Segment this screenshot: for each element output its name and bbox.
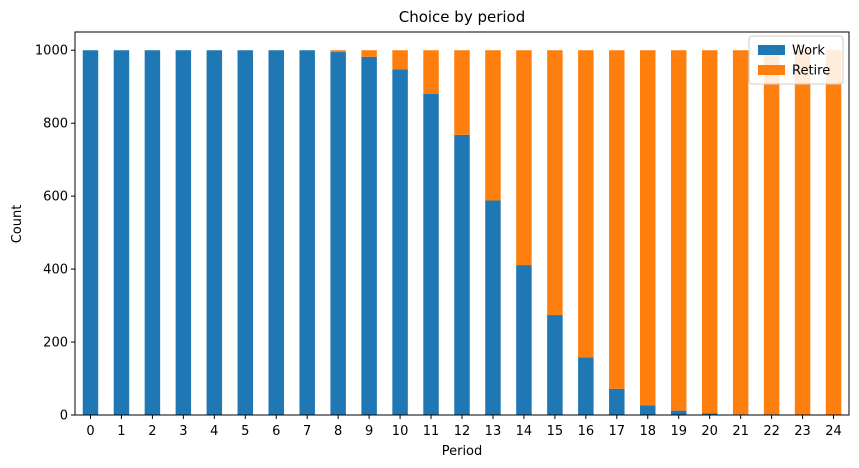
bar-work-17 [609,388,625,415]
x-tick-label: 10 [392,424,409,439]
bar-work-18 [640,405,656,415]
x-tick-label: 24 [825,424,842,439]
x-tick-label: 8 [334,424,342,439]
x-tick-label: 6 [272,424,280,439]
legend-swatch-retire [758,65,785,75]
bar-work-11 [423,94,439,415]
legend-label-retire: Retire [792,64,830,79]
bar-work-2 [144,50,161,416]
bar-retire-10 [392,50,408,70]
x-tick-label: 2 [148,424,156,439]
x-tick-label: 21 [732,424,749,439]
bar-retire-21 [732,50,749,415]
bar-retire-13 [485,50,501,201]
bar-retire-17 [609,50,625,389]
bar-retire-8 [330,50,346,53]
x-tick-label: 19 [670,424,687,439]
y-tick-label: 200 [43,336,68,351]
bar-retire-22 [763,50,780,415]
x-tick-label: 11 [423,424,440,439]
bar-work-10 [392,69,408,416]
bar-retire-20 [701,50,718,414]
x-tick-label: 9 [365,424,373,439]
bar-work-9 [361,56,377,416]
x-tick-label: 1 [117,424,125,439]
bar-work-5 [237,50,254,416]
x-tick-label: 23 [794,424,811,439]
bar-work-0 [82,50,99,416]
x-tick-label: 12 [454,424,471,439]
x-tick-label: 14 [516,424,533,439]
bar-work-14 [516,265,532,415]
y-tick-label: 1000 [35,44,68,59]
bar-retire-18 [640,50,656,406]
bar-work-15 [547,315,563,415]
bar-work-16 [578,357,594,415]
bar-work-19 [670,410,687,415]
bar-work-8 [330,52,346,416]
bar-retire-12 [454,50,470,135]
x-tick-label: 5 [241,424,249,439]
x-tick-label: 0 [86,424,94,439]
legend-label-work: Work [792,44,825,59]
y-tick-label: 800 [43,117,68,132]
x-axis-label: Period [442,444,483,459]
bar-work-4 [206,50,223,416]
x-tick-label: 17 [609,424,626,439]
bar-work-13 [485,200,501,415]
x-tick-label: 13 [485,424,502,439]
x-tick-label: 7 [303,424,311,439]
x-tick-label: 15 [547,424,564,439]
chart-title: Choice by period [399,8,526,26]
bar-work-3 [175,50,192,416]
bars-group [82,50,842,416]
bar-retire-11 [423,50,439,95]
x-tick-label: 20 [701,424,718,439]
x-tick-label: 22 [763,424,780,439]
x-tick-label: 16 [578,424,595,439]
y-axis-label: Count [10,205,25,244]
bar-work-1 [113,50,130,416]
bar-work-20 [701,413,718,415]
bar-work-6 [268,50,284,416]
y-tick-label: 0 [60,409,68,424]
x-tick-label: 3 [179,424,187,439]
bar-retire-14 [516,50,532,266]
legend-swatch-work [758,45,785,55]
x-tick-label: 18 [639,424,656,439]
legend: Work Retire [748,35,844,85]
x-tick-label: 4 [210,424,218,439]
bar-retire-9 [361,50,377,57]
y-tick-label: 400 [43,263,68,278]
bar-retire-23 [794,50,811,416]
bar-work-12 [454,134,470,416]
bar-retire-24 [825,50,842,416]
bar-work-7 [299,50,315,416]
bar-retire-16 [578,50,594,358]
bar-retire-15 [547,50,563,316]
bar-retire-19 [670,50,687,411]
y-tick-label: 600 [43,190,68,205]
